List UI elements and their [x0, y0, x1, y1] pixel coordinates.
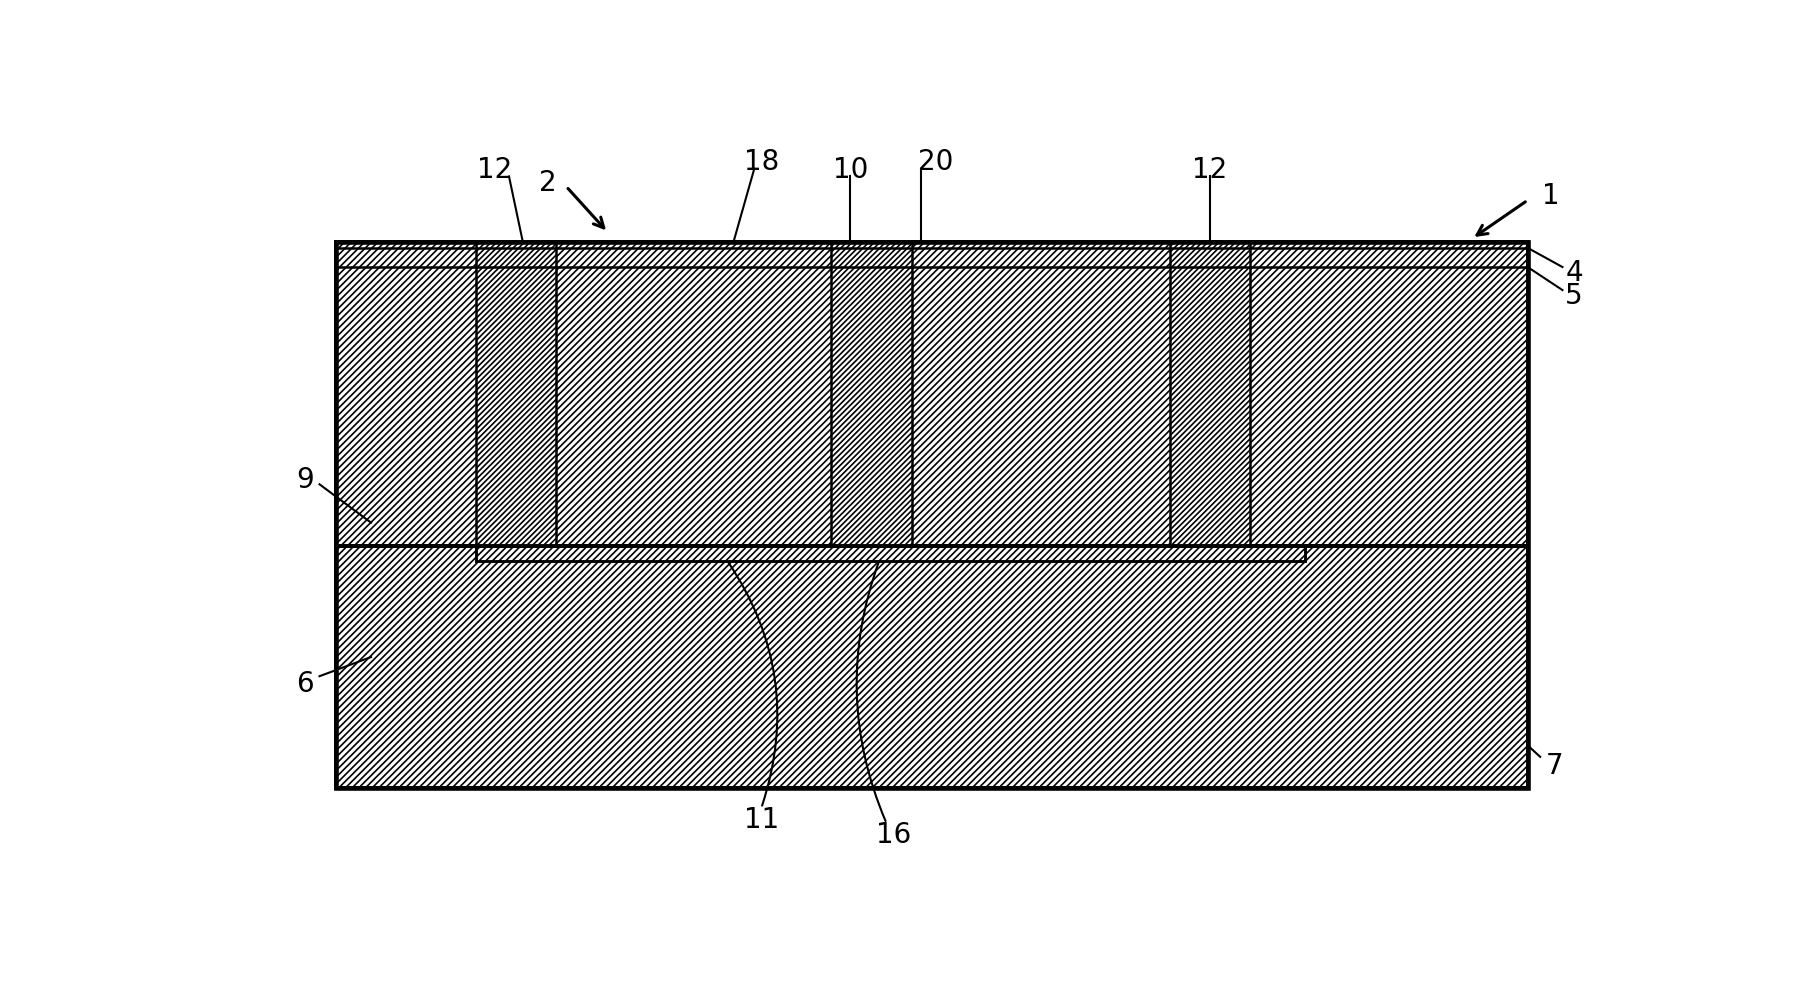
Text: 6: 6	[297, 670, 315, 698]
Text: 16: 16	[876, 822, 912, 849]
Text: 11: 11	[744, 806, 779, 833]
Bar	[831, 242, 912, 545]
Text: 4: 4	[1566, 259, 1582, 287]
Text: 5: 5	[1566, 282, 1582, 310]
Text: 7: 7	[1546, 752, 1564, 780]
Text: 10: 10	[832, 156, 868, 183]
Bar	[475, 545, 1305, 561]
Text: 1: 1	[1541, 182, 1559, 210]
Text: 12: 12	[478, 156, 512, 183]
Text: 20: 20	[917, 148, 953, 175]
Text: 2: 2	[539, 168, 557, 196]
Bar	[475, 545, 1305, 561]
Bar	[1169, 242, 1250, 545]
Bar	[475, 242, 556, 545]
Bar	[336, 242, 1528, 545]
Text: 12: 12	[1192, 156, 1228, 183]
Bar	[831, 242, 912, 545]
Bar	[475, 242, 556, 545]
Bar	[336, 242, 1528, 788]
Text: 18: 18	[744, 148, 779, 175]
Text: 9: 9	[297, 467, 315, 495]
Bar	[336, 545, 1528, 788]
Bar	[1169, 242, 1250, 545]
